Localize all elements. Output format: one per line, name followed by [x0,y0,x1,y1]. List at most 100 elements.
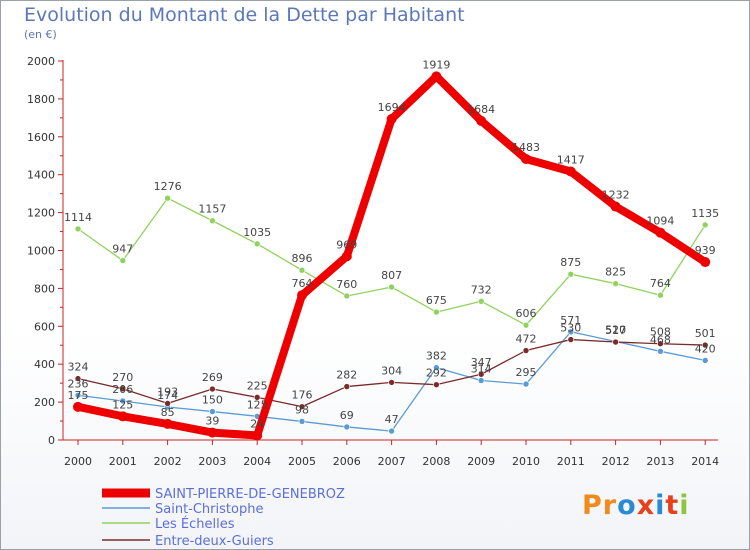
data-label: 206 [112,383,133,396]
data-label: 292 [426,367,447,380]
series-line [77,197,706,326]
data-point [610,201,621,212]
data-point [164,400,171,407]
x-tick-label: 2003 [198,455,226,468]
proxiti-logo: Proxiti [582,490,690,521]
data-label: 1157 [198,203,226,216]
data-point [74,375,82,382]
y-tick-label: 1600 [27,131,55,144]
logo-letter: r [602,490,618,521]
data-point [433,381,440,388]
data-point [522,347,530,354]
y-tick-label: 1000 [27,245,55,258]
y-tick-label: 1400 [27,169,55,182]
legend-label: SAINT-PIERRE-DE-GENEBROZ [155,487,345,502]
data-label: 47 [385,413,399,426]
y-tick-label: 1800 [27,93,55,106]
data-point [117,411,128,422]
data-point [522,321,530,329]
data-point [701,357,709,364]
data-label: 282 [336,369,357,382]
data-label: 69 [340,409,354,422]
data-point [209,385,216,393]
data-label: 269 [202,371,223,384]
chart-title: Evolution du Montant de la Dette par Hab… [24,4,465,26]
logo-letter: t [665,490,680,521]
data-point [657,348,664,355]
data-label: 193 [157,385,178,398]
x-tick-label: 2010 [512,455,540,468]
data-point [341,251,352,262]
data-point [612,338,619,346]
data-label: 98 [295,403,309,416]
data-point [521,153,531,164]
data-label: 382 [426,350,447,363]
data-label: 1035 [243,226,271,239]
data-point [388,379,395,386]
logo-letter: i [655,490,666,521]
data-label: 508 [650,326,671,339]
data-point [433,364,440,371]
data-label: 1094 [646,215,674,228]
data-label: 1135 [691,207,719,220]
data-label: 1114 [64,211,92,224]
data-label: 1694 [378,101,406,114]
data-label: 1919 [422,58,450,71]
data-label: 520 [605,323,626,336]
data-point [388,283,395,291]
data-point [209,408,216,415]
data-point [655,227,666,238]
data-point [119,385,127,393]
data-label: 969 [336,238,357,251]
data-point [343,383,351,390]
data-label: 125 [112,398,133,411]
data-point [119,397,127,405]
data-point [209,217,216,225]
data-point [343,423,351,431]
data-label: 175 [68,389,89,402]
data-label: 571 [560,314,581,327]
data-point [386,113,397,124]
data-point [298,418,306,425]
data-point [431,71,442,82]
data-point [253,240,261,248]
data-point [433,308,440,316]
data-label: 896 [292,252,313,265]
data-point [700,257,711,268]
logo-letter: i [679,490,690,521]
data-label: 1417 [557,153,585,166]
data-point [477,297,485,305]
data-label: 675 [426,294,447,307]
logo-letter: o [617,490,637,521]
data-label: 174 [157,389,178,402]
data-label: 472 [516,333,537,346]
data-label: 24 [250,417,264,430]
data-point [119,257,127,264]
data-label: 807 [381,269,402,282]
data-point [343,292,351,300]
data-label: 304 [381,364,402,377]
logo-letter: P [582,490,603,521]
data-point [388,427,395,435]
data-point [565,166,576,177]
x-tick-label: 2001 [109,455,137,468]
data-label: 1232 [602,189,630,202]
data-point [207,427,218,438]
y-tick-label: 2000 [27,55,55,68]
data-label: 825 [605,266,626,279]
data-label: 517 [605,324,626,337]
data-label: 764 [292,277,313,290]
data-label: 760 [336,278,357,291]
y-tick-label: 200 [34,396,55,409]
data-label: 324 [68,361,89,374]
y-tick-label: 1200 [27,207,55,220]
data-point [297,290,307,301]
legend-label: Saint-Christophe [155,502,263,517]
data-point [701,221,709,229]
data-label: 764 [650,277,671,290]
y-tick-label: 600 [34,320,55,333]
data-label: 1483 [512,141,540,154]
data-point [567,336,575,343]
